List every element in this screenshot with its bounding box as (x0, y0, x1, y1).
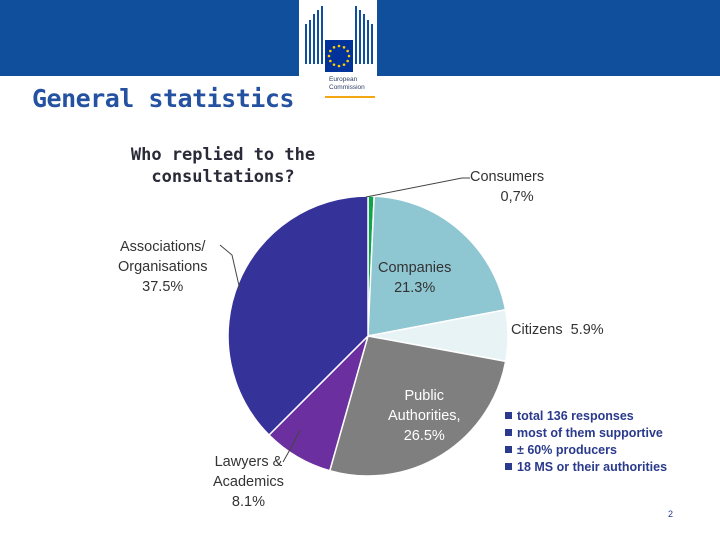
flag-star (337, 64, 341, 68)
leader-associations (219, 244, 241, 291)
slide-title: General statistics (32, 84, 294, 113)
bullet-icon (505, 412, 512, 419)
bullet-icon (505, 429, 512, 436)
note-item: total 136 responses (505, 408, 667, 425)
chart-title: Who replied to the consultations? (130, 145, 316, 187)
flag-star (327, 54, 331, 58)
leader-lawyers (282, 429, 301, 463)
flag-star (329, 49, 332, 53)
note-item: ± 60% producers (505, 442, 667, 459)
pie-slice (367, 195, 507, 337)
label-companies: Companies 21.3% (378, 260, 452, 296)
flag-star (342, 46, 346, 49)
label-lawyers: Lawyers & Academics 8.1% (213, 454, 284, 510)
leader-consumers (365, 177, 470, 198)
pie-slice (328, 335, 507, 477)
logo-caption: European Commission (329, 76, 365, 91)
note-item: most of them supportive (505, 425, 667, 442)
logo-rule (325, 96, 375, 98)
flag-star (346, 49, 349, 53)
european-commission-logo: European Commission (299, 0, 377, 100)
note-item: 18 MS or their authorities (505, 459, 667, 476)
bullet-icon (505, 463, 512, 470)
flag-star (342, 63, 346, 66)
page-number: 2 (668, 509, 674, 519)
label-consumers: Consumers 0,7% (470, 169, 545, 205)
flag-star (332, 46, 336, 49)
flag-star (337, 44, 341, 48)
label-citizens: Citizens 5.9% (511, 322, 604, 338)
flag-star (346, 59, 349, 63)
bullet-icon (505, 446, 512, 453)
label-public-authorities: Public Authorities, 26.5% (388, 388, 461, 444)
flag-star (329, 59, 332, 63)
flag-star (332, 63, 336, 66)
flag-star (347, 54, 351, 58)
building-flag-icon (305, 6, 373, 72)
summary-notes: total 136 responses most of them support… (505, 408, 667, 476)
label-associations: Associations/ Organisations 37.5% (118, 239, 208, 295)
